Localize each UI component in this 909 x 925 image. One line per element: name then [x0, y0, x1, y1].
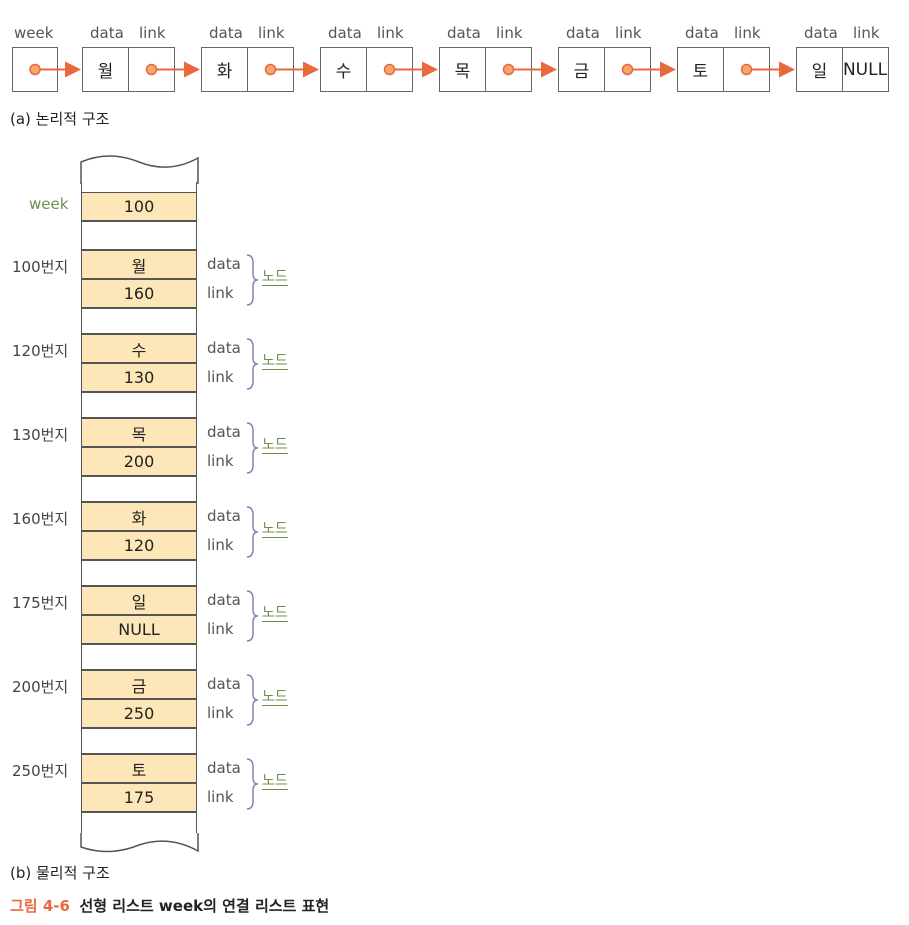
memory-data-cell: 금 — [81, 670, 197, 699]
logical-caption: (a) 논리적 구조 — [10, 110, 110, 128]
pointer-dot — [264, 63, 277, 76]
memory-data-cell: 화 — [81, 502, 197, 531]
data-field-label: data — [685, 24, 719, 42]
logical-arrows — [29, 61, 795, 78]
data-field-label: data — [328, 24, 362, 42]
pointer-dot — [383, 63, 396, 76]
node-brace — [246, 254, 259, 306]
memory-address-label: 175번지 — [12, 594, 69, 612]
node-label: 노드 — [262, 773, 288, 790]
memory-data-cell: 목 — [81, 418, 197, 447]
memory-address-label: 100번지 — [12, 258, 69, 276]
link-field-label: link — [615, 24, 642, 42]
link-field-label: link — [496, 24, 523, 42]
memory-link-cell: 130 — [81, 363, 197, 392]
memory-data-cell: 토 — [81, 754, 197, 783]
data-field-label: data — [207, 255, 241, 273]
memory-link-cell: 250 — [81, 699, 197, 728]
node-label: 노드 — [262, 353, 288, 370]
data-field-label: data — [207, 759, 241, 777]
data-field-label: data — [207, 591, 241, 609]
node-data-cell: 토 — [677, 47, 724, 92]
node-data-cell: 목 — [439, 47, 486, 92]
memory-blank — [81, 308, 197, 334]
memory-blank — [81, 392, 197, 418]
node-brace — [246, 422, 259, 474]
memory-blank — [81, 812, 197, 834]
node-data-cell: 금 — [558, 47, 605, 92]
node-brace — [246, 674, 259, 726]
memory-address-label: 160번지 — [12, 510, 69, 528]
week-pointer-label: week — [29, 195, 69, 213]
link-field-label: link — [207, 452, 234, 470]
node-brace — [246, 506, 259, 558]
pointer-dot — [145, 63, 158, 76]
link-field-label: link — [734, 24, 761, 42]
node-label: 노드 — [262, 521, 288, 538]
memory-link-cell: 120 — [81, 531, 197, 560]
pointer-dot — [740, 63, 753, 76]
memory-data-cell: 수 — [81, 334, 197, 363]
memory-blank — [81, 560, 197, 586]
link-field-label: link — [207, 620, 234, 638]
memory-link-cell: 175 — [81, 783, 197, 812]
memory-top-wave — [80, 155, 199, 184]
memory-address-label: 200번지 — [12, 678, 69, 696]
figure-caption: 그림 4-6 선형 리스트 week의 연결 리스트 표현 — [10, 895, 329, 916]
memory-address-label: 120번지 — [12, 342, 69, 360]
node-data-cell: 수 — [320, 47, 367, 92]
data-field-label: data — [804, 24, 838, 42]
node-link-cell: NULL — [841, 47, 889, 92]
pointer-dot — [621, 63, 634, 76]
memory-blank — [81, 644, 197, 670]
data-field-label: data — [207, 507, 241, 525]
link-field-label: link — [207, 536, 234, 554]
memory-blank — [81, 728, 197, 754]
link-field-label: link — [258, 24, 285, 42]
node-label: 노드 — [262, 689, 288, 706]
physical-caption: (b) 물리적 구조 — [10, 864, 110, 882]
link-field-label: link — [207, 704, 234, 722]
pointer-dot — [502, 63, 515, 76]
link-field-label: link — [207, 788, 234, 806]
figure-number: 그림 4-6 — [10, 897, 70, 915]
memory-bottom-wave — [80, 833, 199, 853]
memory-blank — [81, 221, 197, 250]
node-brace — [246, 758, 259, 810]
data-field-label: data — [447, 24, 481, 42]
memory-link-cell: 160 — [81, 279, 197, 308]
memory-address-label: 250번지 — [12, 762, 69, 780]
link-field-label: link — [377, 24, 404, 42]
data-field-label: data — [207, 423, 241, 441]
link-field-label: link — [853, 24, 880, 42]
data-field-label: data — [207, 675, 241, 693]
node-data-cell: 화 — [201, 47, 248, 92]
memory-data-cell: 일 — [81, 586, 197, 615]
data-field-label: data — [90, 24, 124, 42]
data-field-label: data — [207, 339, 241, 357]
week-pointer-value: 100 — [81, 192, 197, 221]
link-field-label: link — [207, 284, 234, 302]
data-field-label: data — [209, 24, 243, 42]
link-field-label: link — [207, 368, 234, 386]
week-head-label: week — [14, 24, 54, 42]
data-field-label: data — [566, 24, 600, 42]
memory-link-cell: NULL — [81, 615, 197, 644]
figure-title: 선형 리스트 week의 연결 리스트 표현 — [79, 897, 330, 915]
node-label: 노드 — [262, 437, 288, 454]
memory-blank — [81, 476, 197, 502]
node-brace — [246, 338, 259, 390]
pointer-dot — [29, 63, 41, 76]
link-field-label: link — [139, 24, 166, 42]
memory-address-label: 130번지 — [12, 426, 69, 444]
node-brace — [246, 590, 259, 642]
memory-blank — [81, 182, 197, 194]
memory-data-cell: 월 — [81, 250, 197, 279]
memory-link-cell: 200 — [81, 447, 197, 476]
node-label: 노드 — [262, 269, 288, 286]
node-label: 노드 — [262, 605, 288, 622]
